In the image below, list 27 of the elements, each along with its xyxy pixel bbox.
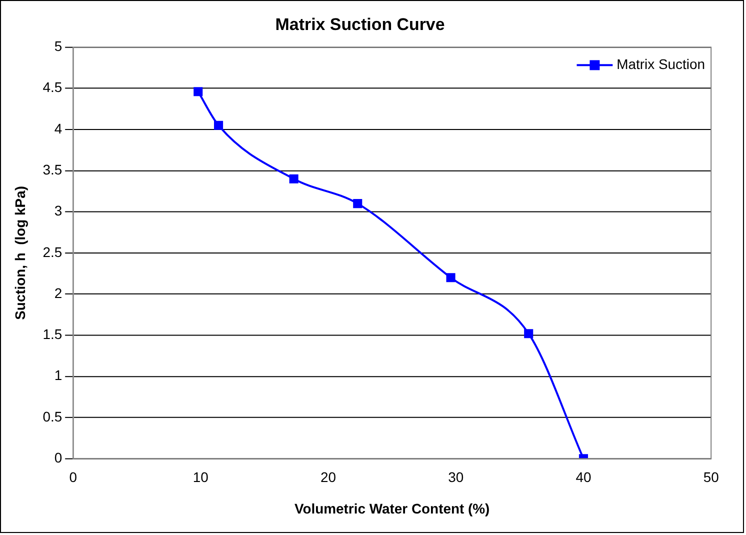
x-tick-label: 40 xyxy=(576,468,592,485)
point xyxy=(194,87,203,96)
point xyxy=(524,329,534,338)
y-axis-title: Suction, h (log kPa) xyxy=(12,186,28,320)
y-tick-label: 5 xyxy=(54,38,62,54)
chart-title: Matrix Suction Curve xyxy=(275,14,445,34)
point xyxy=(289,174,298,184)
point xyxy=(353,199,362,208)
x-tick-label: 0 xyxy=(69,468,78,485)
y-tick-label: 4 xyxy=(54,120,62,136)
y-tick-label: 0.5 xyxy=(42,408,62,424)
y-tick-label: 2 xyxy=(54,284,62,301)
y-tick-label: 3.5 xyxy=(42,162,62,178)
x-tick-label: 50 xyxy=(703,468,720,485)
x-tick-label: 10 xyxy=(192,468,209,485)
y-tick-label: 1.5 xyxy=(42,326,62,342)
y-tick-label: 4.5 xyxy=(42,79,62,96)
y-tick-label: 1 xyxy=(54,367,62,384)
point xyxy=(446,273,456,282)
point xyxy=(214,120,224,130)
y-tick-label: 3 xyxy=(54,202,62,219)
legend-label: Matrix Suction xyxy=(616,56,706,72)
y-tick-label: 2.5 xyxy=(42,244,62,260)
x-tick-label: 20 xyxy=(320,468,336,485)
y-tick-label: 0 xyxy=(54,450,62,466)
x-tick-label: 30 xyxy=(448,468,464,485)
x-axis-title: Volumetric Water Content (%) xyxy=(294,500,490,517)
